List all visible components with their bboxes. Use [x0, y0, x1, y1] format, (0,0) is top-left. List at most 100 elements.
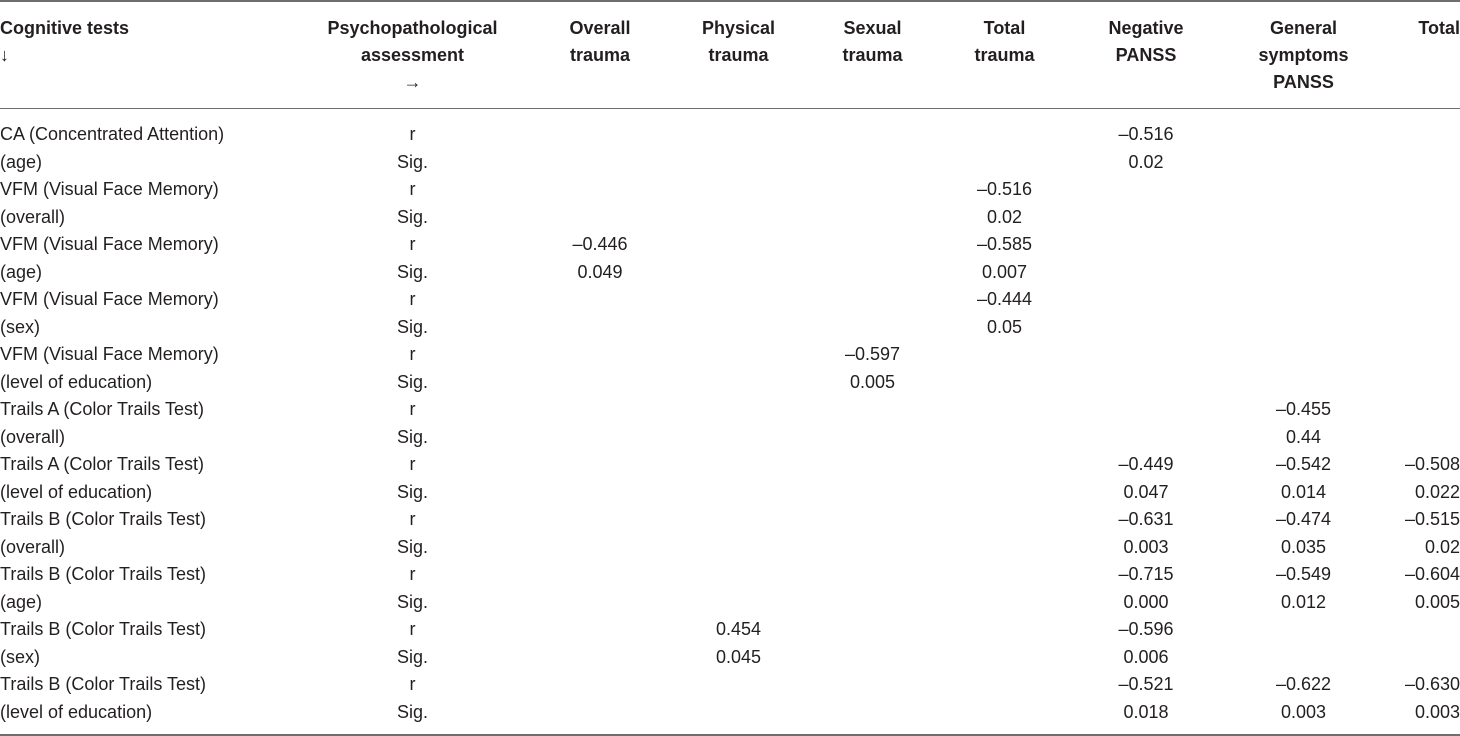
value-cell: –0.549 [1275, 564, 1332, 584]
value-cell: –0.604 [1404, 564, 1460, 584]
value-cell: 0.006 [1123, 646, 1169, 667]
table-row: VFM (Visual Face Memory) r –0.446 –0.585 [0, 231, 1460, 259]
value-cell [1381, 644, 1460, 672]
header-line: Psychopathological [327, 18, 498, 38]
value-cell [1226, 341, 1381, 369]
value-cell [1066, 369, 1226, 397]
statistic-cell: r [409, 619, 416, 639]
value-cell [525, 369, 675, 397]
value-cell [943, 341, 1066, 369]
statistic-cell: Sig. [396, 371, 429, 392]
value-cell [1381, 204, 1460, 232]
test-name-cell: (overall) [0, 536, 66, 557]
value-cell [802, 204, 943, 232]
value-cell: 0.035 [1280, 536, 1327, 557]
value-cell [943, 424, 1066, 452]
header-line: Physical [701, 18, 776, 38]
value-cell: 0.047 [1123, 481, 1169, 502]
statistic-cell: r [409, 234, 416, 254]
value-cell [525, 479, 675, 507]
value-cell: –0.474 [1275, 509, 1332, 529]
value-cell [525, 589, 675, 617]
value-cell [802, 506, 943, 534]
value-cell [525, 561, 675, 589]
value-cell [675, 149, 802, 177]
header-line: trauma [708, 45, 769, 65]
table-row: VFM (Visual Face Memory) r –0.597 [0, 341, 1460, 369]
table-row: Trails B (Color Trails Test) r –0.715 –0.54… [0, 561, 1460, 589]
value-cell [802, 259, 943, 287]
value-cell: 0.05 [986, 316, 1023, 337]
value-cell [1226, 176, 1381, 204]
value-cell [802, 396, 943, 424]
value-cell [1381, 231, 1460, 259]
value-cell [802, 616, 943, 644]
value-cell [802, 479, 943, 507]
value-cell [675, 259, 802, 287]
header-line: Total [983, 18, 1026, 38]
value-cell: 0.022 [1414, 481, 1460, 502]
value-cell [675, 561, 802, 589]
value-cell [1226, 231, 1381, 259]
header-physical-trauma: Physical trauma [675, 1, 802, 109]
test-name-cell: Trails A (Color Trails Test) [0, 399, 205, 419]
test-name-cell: CA (Concentrated Attention) [0, 124, 225, 144]
value-cell [675, 231, 802, 259]
statistic-cell: Sig. [396, 591, 429, 612]
value-cell: 0.003 [1381, 698, 1460, 736]
value-cell [943, 698, 1066, 736]
table-row: (sex) Sig. 0.045 0.006 [0, 644, 1460, 672]
statistic-cell: Sig. [396, 261, 429, 282]
table-row: (age) Sig. 0.000 0.012 0.005 [0, 589, 1460, 617]
header-general-symptoms-panss: General symptoms PANSS [1226, 1, 1381, 109]
value-cell [1226, 109, 1381, 149]
value-cell: –0.622 [1275, 674, 1332, 694]
test-name-cell: Trails A (Color Trails Test) [0, 454, 205, 474]
value-cell: –0.455 [1275, 399, 1332, 419]
value-cell: –0.542 [1275, 454, 1332, 474]
value-cell [802, 314, 943, 342]
value-cell [802, 589, 943, 617]
value-cell [525, 314, 675, 342]
value-cell [675, 451, 802, 479]
value-cell: –0.515 [1404, 509, 1460, 529]
value-cell: 0.005 [849, 371, 896, 392]
header-line: trauma [842, 45, 903, 65]
value-cell [1381, 369, 1460, 397]
test-name-cell: VFM (Visual Face Memory) [0, 234, 219, 254]
value-cell [1066, 424, 1226, 452]
value-cell: 0.005 [1414, 591, 1460, 612]
value-cell [802, 644, 943, 672]
value-cell [525, 341, 675, 369]
header-line: → [403, 72, 422, 92]
value-cell [675, 698, 802, 736]
test-name-cell: (age) [0, 261, 43, 282]
test-name-cell: (age) [0, 151, 43, 172]
test-name-cell: (age) [0, 591, 43, 612]
value-cell [802, 176, 943, 204]
value-cell [525, 671, 675, 699]
value-cell [943, 396, 1066, 424]
statistic-cell: r [409, 564, 416, 584]
value-cell [675, 369, 802, 397]
value-cell: 0.049 [577, 261, 623, 282]
statistic-cell: r [409, 179, 416, 199]
value-cell: –0.585 [976, 234, 1033, 254]
value-cell [1381, 176, 1460, 204]
value-cell [802, 698, 943, 736]
statistic-cell: Sig. [396, 481, 429, 502]
value-cell [1381, 314, 1460, 342]
statistic-cell: r [409, 509, 416, 529]
value-cell: –0.521 [1118, 674, 1174, 694]
value-cell [943, 479, 1066, 507]
value-cell: 0.007 [981, 261, 1028, 282]
value-cell [802, 424, 943, 452]
value-cell [802, 671, 943, 699]
value-cell [943, 451, 1066, 479]
test-name-cell: Trails B (Color Trails Test) [0, 564, 207, 584]
header-line: symptoms [1258, 45, 1349, 65]
value-cell [1226, 644, 1381, 672]
statistic-cell: Sig. [396, 316, 429, 337]
value-cell [675, 506, 802, 534]
value-cell: –0.516 [976, 179, 1033, 199]
